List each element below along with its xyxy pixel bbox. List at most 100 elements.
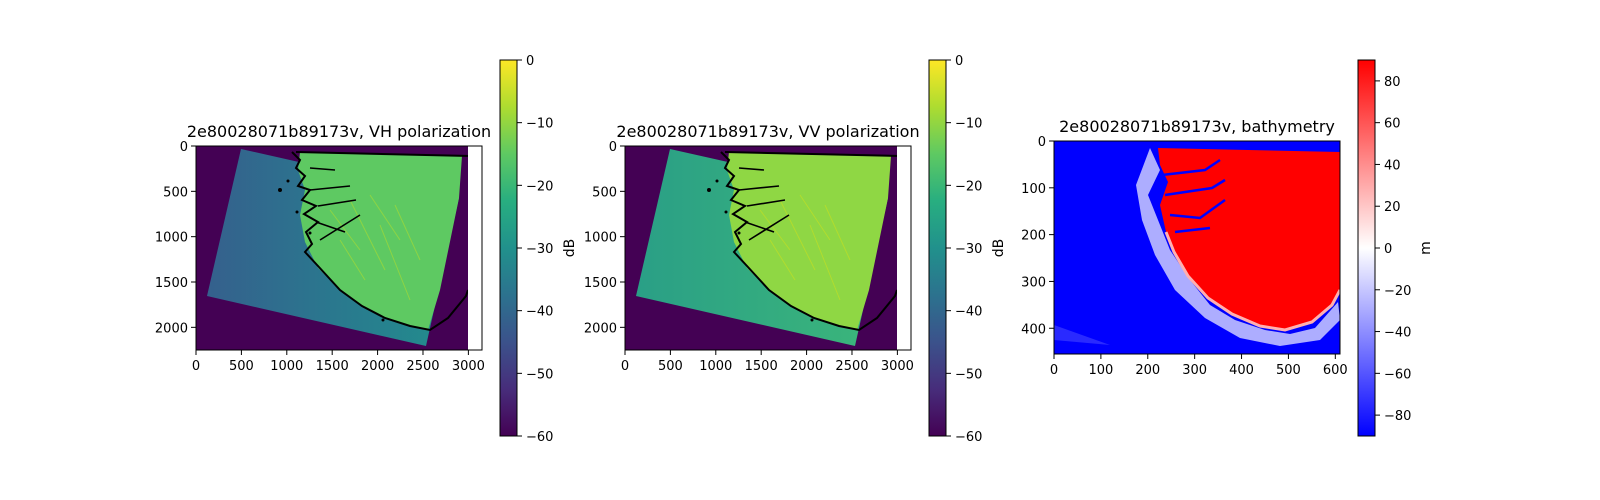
x-tick-label: 500 — [658, 359, 683, 374]
y-tick-label: 200 — [1021, 229, 1046, 244]
x-tick-label: 400 — [1229, 363, 1254, 378]
panel-vh-frame — [195, 145, 483, 351]
vh-empty-strip — [468, 146, 482, 350]
colorbar-tick-label: 0 — [526, 54, 534, 69]
panel-vv-axes: 0 500 1000 1500 2000 2500 3000 0 500 1000 1500 2000 — [584, 140, 914, 374]
y-tick-label: 0 — [1038, 135, 1046, 150]
vh-land — [298, 152, 462, 330]
bathy-shallow-band — [1136, 148, 1340, 346]
x-tick-label: 500 — [1276, 363, 1301, 378]
panel-bathymetry-image — [1054, 141, 1340, 354]
colorbar-tick-label: −20 — [526, 179, 553, 194]
vv-fjords — [738, 167, 790, 241]
y-tick-label: 100 — [1021, 182, 1046, 197]
vv-colorbar-ticks: 0 −10 −20 −30 −40 −50 −60 — [946, 54, 982, 445]
bathy-shelf — [1054, 325, 1110, 345]
vv-land — [727, 152, 891, 330]
y-tick-label: 500 — [592, 185, 617, 200]
panel-bathymetry: 2e80028071b89173v, bathymetry 0 100 200 300… — [1021, 59, 1434, 437]
x-tick-label: 1500 — [745, 359, 778, 374]
colorbar-tick-label: 0 — [955, 54, 963, 69]
vh-coastline — [291, 151, 471, 332]
colorbar-tick-label: −60 — [1384, 367, 1411, 382]
bathy-colorbar — [1357, 59, 1376, 437]
vh-colorbar — [499, 59, 518, 437]
colorbar-tick-label: −60 — [955, 430, 982, 445]
x-tick-label: 500 — [229, 359, 254, 374]
colorbar-tick-label: −20 — [955, 179, 982, 194]
panel-vv-image — [625, 146, 911, 350]
panel-bathymetry-title: 2e80028071b89173v, bathymetry — [1059, 117, 1335, 136]
x-tick-label: 0 — [1050, 363, 1058, 378]
y-tick-label: 0 — [180, 140, 188, 155]
vh-land-texture — [329, 194, 421, 301]
panel-bathymetry-frame — [1053, 140, 1341, 355]
y-tick-label: 2000 — [584, 321, 617, 336]
colorbar-tick-label: −50 — [526, 367, 553, 382]
bathy-land — [1158, 148, 1340, 330]
x-tick-label: 2000 — [361, 359, 394, 374]
colorbar-tick-label: −10 — [955, 117, 982, 132]
y-tick-label: 400 — [1021, 322, 1046, 337]
x-tick-label: 3000 — [881, 359, 914, 374]
x-tick-label: 1000 — [270, 359, 303, 374]
vh-colorbar-label: dB — [562, 239, 578, 258]
panel-bathymetry-axes: 0 100 200 300 400 500 600 0 100 200 300 400 — [1021, 135, 1348, 378]
panel-vh-image — [196, 146, 482, 350]
vv-coastline — [720, 151, 900, 332]
panel-vv-frame — [624, 145, 912, 351]
x-tick-label: 0 — [192, 359, 200, 374]
panel-vv: 2e80028071b89173v, VV polarization 0 500 1… — [584, 54, 1007, 445]
colorbar-tick-label: −10 — [526, 117, 553, 132]
x-tick-label: 300 — [1182, 363, 1207, 378]
x-tick-label: 2000 — [790, 359, 823, 374]
y-tick-label: 1000 — [155, 231, 188, 246]
vh-colorbar-ticks: 0 −10 −20 −30 −40 −50 −60 — [517, 54, 553, 445]
colorbar-tick-label: −40 — [1384, 326, 1411, 341]
x-tick-label: 2500 — [406, 359, 439, 374]
colorbar-tick-label: 20 — [1384, 200, 1401, 215]
colorbar-tick-label: 80 — [1384, 75, 1401, 90]
y-tick-label: 1500 — [584, 276, 617, 291]
x-tick-label: 1500 — [316, 359, 349, 374]
y-tick-label: 0 — [609, 140, 617, 155]
bathy-fjords — [1161, 158, 1226, 234]
x-tick-label: 1000 — [699, 359, 732, 374]
x-tick-label: 2500 — [835, 359, 868, 374]
x-tick-label: 200 — [1135, 363, 1160, 378]
y-tick-label: 500 — [163, 185, 188, 200]
y-tick-label: 1500 — [155, 276, 188, 291]
colorbar-tick-label: −50 — [955, 367, 982, 382]
vv-empty-strip — [897, 146, 911, 350]
bathy-colorbar-label: m — [1418, 241, 1434, 255]
x-tick-label: 600 — [1323, 363, 1348, 378]
bathy-colorbar-ticks: 80 60 40 20 0 −20 −40 −60 −80 — [1375, 75, 1411, 424]
colorbar-tick-label: −30 — [526, 242, 553, 257]
y-tick-label: 1000 — [584, 231, 617, 246]
colorbar-tick-label: −40 — [526, 305, 553, 320]
vh-islands — [278, 179, 385, 322]
bathy-coast-fringe — [1164, 231, 1340, 332]
colorbar-tick-label: −20 — [1384, 284, 1411, 299]
panel-vh: 2e80028071b89173v, VH polarization 0 500 1… — [155, 54, 578, 445]
colorbar-tick-label: −60 — [526, 430, 553, 445]
colorbar-tick-label: 60 — [1384, 117, 1401, 132]
panel-vh-axes: 0 500 1000 1500 2000 2500 3000 0 500 1000 1500 2000 — [155, 140, 485, 374]
panel-vh-title: 2e80028071b89173v, VH polarization — [187, 122, 491, 141]
vh-fjords — [309, 167, 361, 241]
panel-vv-title: 2e80028071b89173v, VV polarization — [616, 122, 919, 141]
colorbar-tick-label: 0 — [1384, 242, 1392, 257]
y-tick-label: 2000 — [155, 321, 188, 336]
x-tick-label: 0 — [621, 359, 629, 374]
vv-islands — [707, 179, 814, 322]
vv-colorbar — [928, 59, 947, 437]
colorbar-tick-label: 40 — [1384, 158, 1401, 173]
y-tick-label: 300 — [1021, 275, 1046, 290]
x-tick-label: 100 — [1088, 363, 1113, 378]
vv-colorbar-label: dB — [991, 239, 1007, 258]
x-tick-label: 3000 — [452, 359, 485, 374]
vv-land-texture — [759, 194, 851, 301]
colorbar-tick-label: −40 — [955, 305, 982, 320]
colorbar-tick-label: −80 — [1384, 409, 1411, 424]
